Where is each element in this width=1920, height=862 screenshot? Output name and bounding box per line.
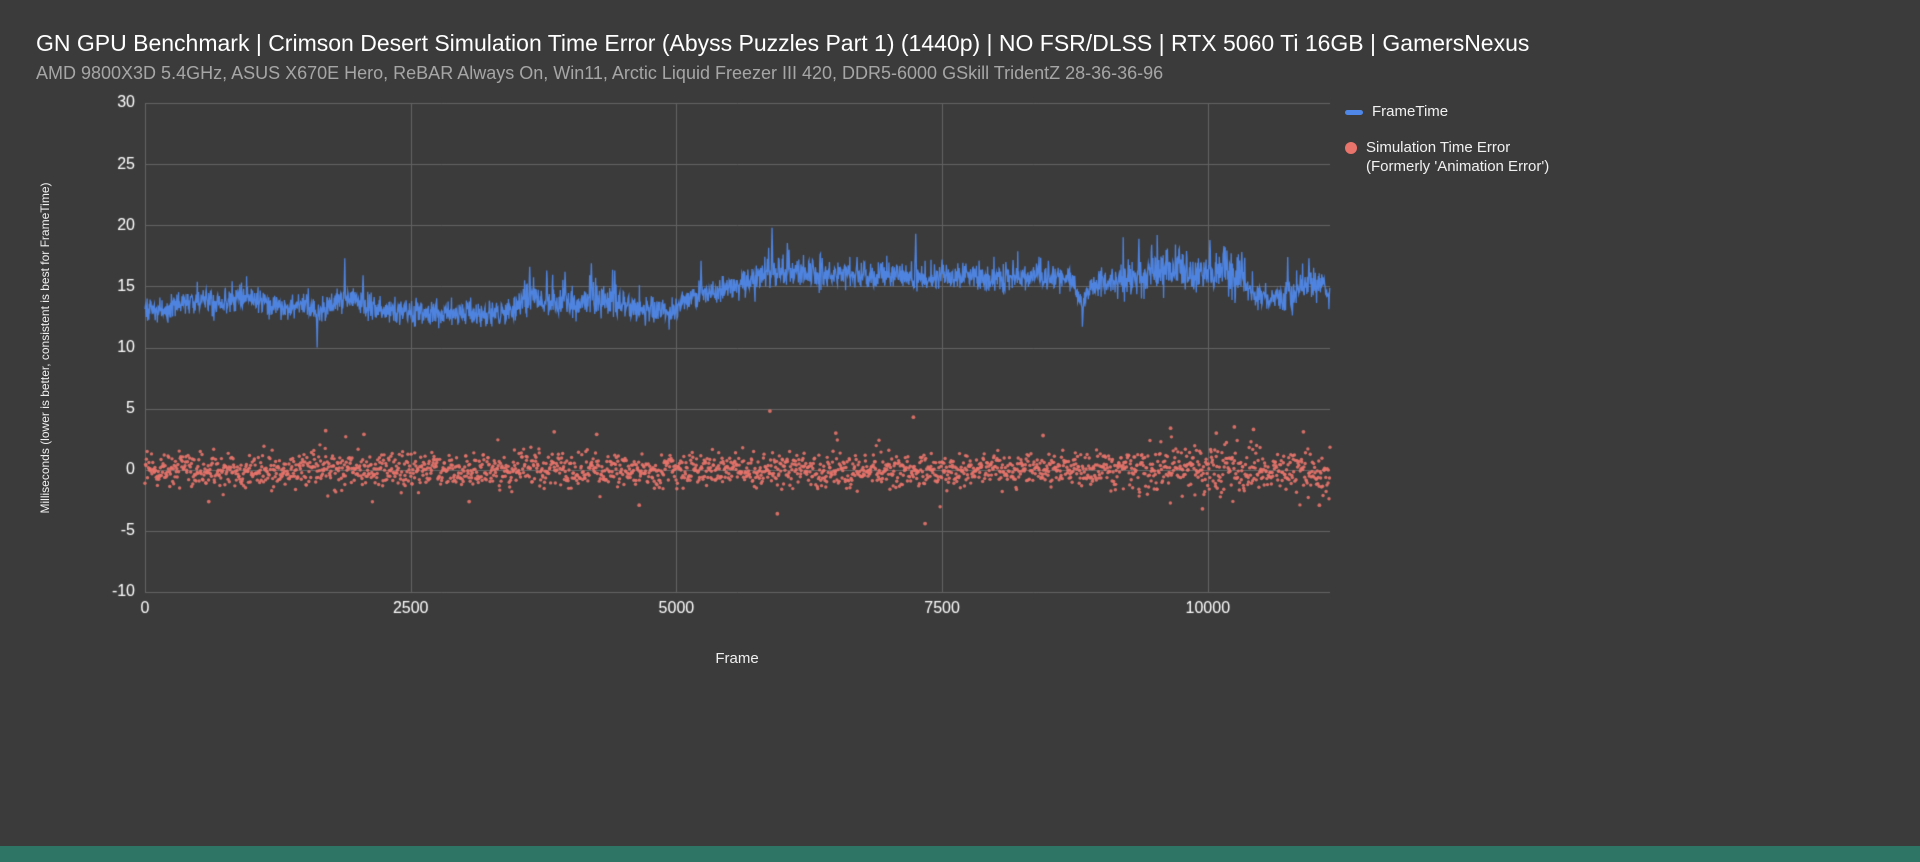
legend-label-simulation-time-error: Simulation Time Error (Formerly 'Animati… [1366, 138, 1550, 175]
legend-label-frametime: FrameTime [1372, 103, 1449, 120]
legend: FrameTime Simulation Time Error (Formerl… [1345, 103, 1550, 176]
simulation-error-dot-swatch [1345, 141, 1357, 154]
frametime-line-swatch [1345, 109, 1363, 115]
legend-item-frametime: FrameTime [1345, 103, 1550, 122]
x-axis-label: Frame [715, 650, 759, 667]
footer-accent-bar [0, 846, 1920, 862]
legend-item-simulation-time-error: Simulation Time Error (Formerly 'Animati… [1345, 139, 1550, 177]
